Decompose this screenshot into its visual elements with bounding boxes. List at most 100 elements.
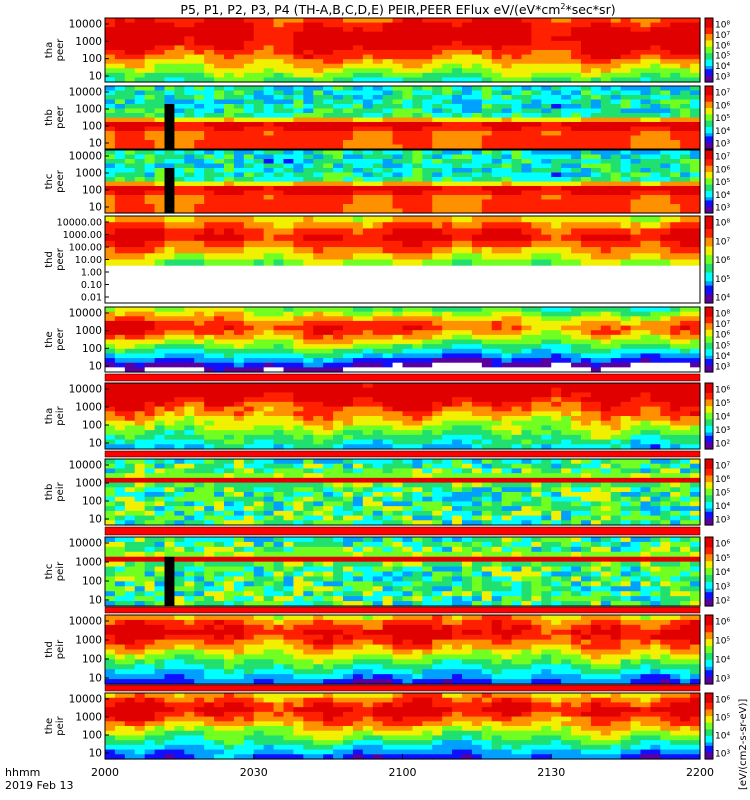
spectrogram-cell xyxy=(233,420,245,427)
spectrogram-cell xyxy=(243,334,255,341)
spectrogram-cell xyxy=(233,362,245,368)
spectrogram-cell xyxy=(184,208,195,214)
spectrogram-cell xyxy=(511,186,523,192)
colorbar-tick-label: 10⁸ xyxy=(715,219,730,229)
spectrogram-cell xyxy=(452,31,463,37)
spectrogram-cell xyxy=(124,113,136,119)
spectrogram-cell xyxy=(670,72,681,79)
spectrogram-cell xyxy=(501,444,513,450)
spectrogram-cell xyxy=(422,439,433,445)
spectrogram-cell xyxy=(442,259,453,267)
spectrogram-cell xyxy=(462,430,473,436)
spectrogram-cell xyxy=(690,253,701,261)
spectrogram-cell xyxy=(214,271,225,279)
spectrogram-cell xyxy=(303,154,314,160)
spectrogram-cell xyxy=(531,90,542,96)
spectrogram-cell xyxy=(293,406,304,412)
spectrogram-cell xyxy=(640,104,652,110)
spectrogram-cell xyxy=(204,159,215,165)
spectrogram-cell xyxy=(491,90,503,96)
spectrogram-cell xyxy=(333,154,344,160)
spectrogram-cell xyxy=(511,168,523,174)
spectrogram-cell xyxy=(263,259,275,267)
spectrogram-cell xyxy=(293,168,304,174)
spectrogram-cell xyxy=(263,271,275,279)
spectrogram-cell xyxy=(154,117,166,123)
spectrogram-cell xyxy=(114,234,126,242)
spectrogram-cell xyxy=(531,22,542,28)
spectrogram-cell xyxy=(432,290,443,298)
spectrogram-cell xyxy=(224,344,235,350)
spectrogram-cell xyxy=(372,228,384,236)
spectrogram-cell xyxy=(134,228,146,236)
spectrogram-cell xyxy=(224,50,235,56)
spectrogram-cell xyxy=(462,204,473,210)
spectrogram-cell xyxy=(571,159,582,165)
spectrogram-cell xyxy=(422,358,433,364)
spectrogram-cell xyxy=(243,50,255,56)
spectrogram-cell xyxy=(303,195,314,201)
spectrogram-cell xyxy=(343,253,354,261)
spectrogram-cell xyxy=(164,54,176,60)
spectrogram-cell xyxy=(442,348,453,355)
spectrogram-cell xyxy=(224,367,235,373)
spectrogram-cell xyxy=(313,40,324,47)
colorbar-segment xyxy=(705,329,713,334)
spectrogram-cell xyxy=(194,59,205,65)
spectrogram-cell xyxy=(481,122,493,128)
spectrogram-cell xyxy=(402,411,414,417)
spectrogram-cell xyxy=(650,86,661,92)
spectrogram-cell xyxy=(372,284,384,292)
spectrogram-cell xyxy=(283,208,295,214)
spectrogram-cell xyxy=(660,117,671,123)
spectrogram-cell xyxy=(620,36,632,42)
spectrogram-cell xyxy=(432,131,443,137)
spectrogram-cell xyxy=(214,144,225,150)
spectrogram-cell xyxy=(531,77,542,83)
spectrogram-cell xyxy=(243,339,255,345)
spectrogram-cell xyxy=(690,95,701,101)
spectrogram-cell xyxy=(640,311,652,317)
spectrogram-cell xyxy=(640,339,652,345)
spectrogram-cell xyxy=(680,27,691,33)
spectrogram-cell xyxy=(263,434,275,441)
spectrogram-cell xyxy=(660,234,671,242)
spectrogram-cell xyxy=(392,72,404,79)
spectrogram-cell xyxy=(253,320,265,327)
spectrogram-cell xyxy=(462,68,473,74)
spectrogram-cell xyxy=(224,290,235,298)
spectrogram-cell xyxy=(243,344,255,350)
spectrogram-cell xyxy=(392,434,404,441)
spectrogram-cell xyxy=(640,50,652,56)
spectrogram-cell xyxy=(501,240,513,248)
spectrogram-cell xyxy=(471,344,483,350)
spectrogram-cell xyxy=(382,348,394,355)
spectrogram-cell xyxy=(184,253,195,261)
spectrogram-cell xyxy=(224,99,235,105)
spectrogram-cell xyxy=(224,296,235,304)
spectrogram-cell xyxy=(323,177,334,183)
spectrogram-cell xyxy=(362,54,374,60)
spectrogram-cell xyxy=(273,95,285,101)
spectrogram-cell xyxy=(253,177,265,183)
spectrogram-cell xyxy=(352,222,364,230)
spectrogram-cell xyxy=(233,265,245,273)
spectrogram-cell xyxy=(134,86,146,92)
spectrogram-cell xyxy=(610,86,622,92)
spectrogram-cell xyxy=(650,358,661,364)
spectrogram-cell xyxy=(174,439,185,445)
spectrogram-cell xyxy=(630,140,642,146)
spectrogram-cell xyxy=(164,284,176,292)
spectrogram-cell xyxy=(283,253,295,261)
spectrogram-cell xyxy=(114,36,126,42)
spectrogram-cell xyxy=(283,195,295,201)
spectrogram-cell xyxy=(491,296,503,304)
spectrogram-cell xyxy=(620,234,632,242)
spectrogram-cell xyxy=(382,54,394,60)
spectrogram-cell xyxy=(551,72,562,79)
spectrogram-cell xyxy=(263,36,275,42)
colorbar-tick-label: 10⁸ xyxy=(715,310,730,320)
spectrogram-cell xyxy=(660,311,671,317)
spectrogram-cell xyxy=(650,290,661,298)
